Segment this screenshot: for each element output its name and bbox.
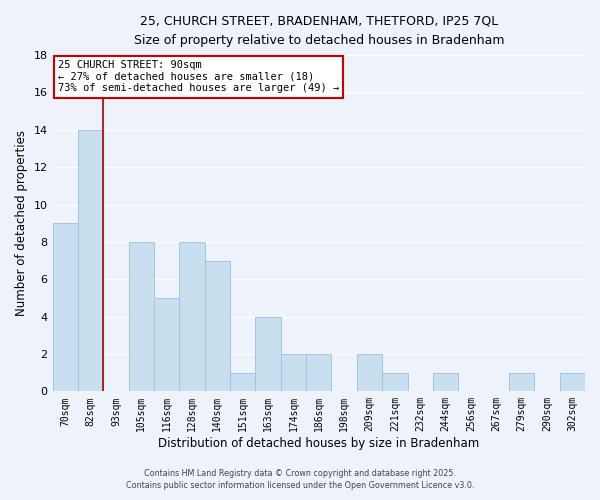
Bar [53, 223, 78, 392]
Bar [306, 354, 331, 392]
Bar [230, 372, 256, 392]
Text: Contains HM Land Registry data © Crown copyright and database right 2025.
Contai: Contains HM Land Registry data © Crown c… [126, 468, 474, 490]
Bar [433, 372, 458, 392]
Bar [509, 372, 534, 392]
Title: 25, CHURCH STREET, BRADENHAM, THETFORD, IP25 7QL
Size of property relative to de: 25, CHURCH STREET, BRADENHAM, THETFORD, … [134, 15, 504, 47]
Bar [382, 372, 407, 392]
Bar [560, 372, 585, 392]
Bar [128, 242, 154, 392]
Bar [154, 298, 179, 392]
Bar [205, 260, 230, 392]
Y-axis label: Number of detached properties: Number of detached properties [15, 130, 28, 316]
Bar [256, 316, 281, 392]
Bar [281, 354, 306, 392]
Text: 25 CHURCH STREET: 90sqm
← 27% of detached houses are smaller (18)
73% of semi-de: 25 CHURCH STREET: 90sqm ← 27% of detache… [58, 60, 339, 94]
Bar [179, 242, 205, 392]
Bar [357, 354, 382, 392]
Bar [78, 130, 103, 392]
X-axis label: Distribution of detached houses by size in Bradenham: Distribution of detached houses by size … [158, 437, 479, 450]
